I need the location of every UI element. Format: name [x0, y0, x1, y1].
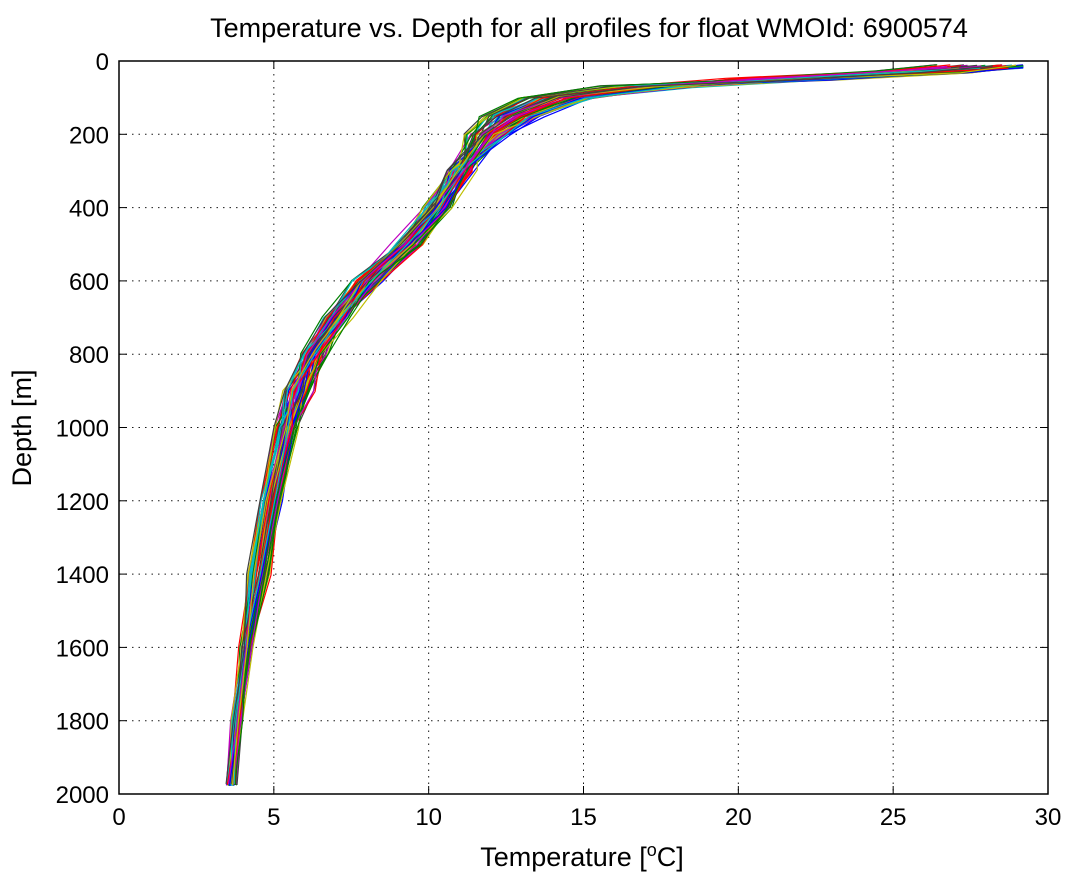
profile-line	[231, 64, 978, 784]
profile-line	[234, 64, 1002, 786]
y-tick-label: 1000	[56, 416, 109, 443]
profile-line	[229, 67, 1020, 785]
profile-line	[225, 64, 1024, 785]
profile-line	[228, 65, 1017, 786]
profile-line	[231, 65, 969, 786]
profile-line	[228, 66, 1024, 785]
profile-line	[227, 67, 986, 786]
profile-line	[230, 67, 960, 785]
x-tick-label: 15	[570, 804, 597, 831]
profiles-layer	[225, 64, 1024, 786]
profile-line	[233, 65, 982, 785]
y-tick-label: 2000	[56, 782, 109, 809]
profile-line	[226, 67, 969, 785]
profile-line	[230, 64, 1000, 786]
profile-line	[233, 67, 1009, 784]
chart-title: Temperature vs. Depth for all profiles f…	[210, 13, 968, 43]
profile-line	[225, 66, 972, 786]
profile-line	[230, 66, 998, 785]
profile-line	[229, 66, 1014, 786]
profile-line	[233, 66, 979, 786]
profile-line	[235, 66, 957, 786]
profile-line	[231, 67, 956, 786]
profile-line	[228, 65, 975, 785]
y-tick-label: 1400	[56, 562, 109, 589]
profile-line	[234, 66, 1014, 785]
profile-line	[227, 65, 1024, 786]
x-tick-label: 0	[112, 804, 125, 831]
profile-line	[233, 67, 981, 785]
profile-line	[229, 65, 982, 785]
profile-line	[231, 67, 981, 785]
profile-line	[231, 64, 1017, 785]
profile-line	[232, 64, 1024, 786]
profile-line	[228, 64, 986, 786]
profile-line	[226, 64, 1003, 785]
y-tick-label: 0	[96, 49, 109, 76]
profile-line	[233, 64, 1024, 785]
profile-line	[227, 66, 949, 785]
x-axis-label: Temperature [oC]	[480, 840, 684, 872]
profile-line	[225, 65, 993, 784]
profile-line	[233, 65, 948, 785]
profile-line	[231, 65, 1007, 786]
profile-line	[229, 67, 992, 785]
profile-line	[229, 65, 966, 786]
profile-line	[232, 65, 989, 786]
plot-frame	[118, 60, 1049, 795]
y-tick-label: 400	[69, 196, 109, 223]
profile-line	[229, 64, 968, 786]
profile-line	[230, 65, 1024, 785]
profile-line	[234, 65, 991, 785]
profile-line	[231, 67, 989, 785]
profile-line	[226, 66, 1022, 785]
profile-line	[235, 67, 983, 784]
x-tick-label: 10	[415, 804, 442, 831]
profile-line	[228, 67, 1024, 786]
profile-line	[227, 66, 1024, 786]
profile-line	[234, 65, 938, 785]
x-tick-label: 5	[267, 804, 280, 831]
profile-line	[230, 65, 1024, 786]
profile-line	[230, 66, 1024, 786]
y-tick-label: 1200	[56, 489, 109, 516]
profile-line	[229, 67, 1024, 786]
x-axis-ticks: 0 5 10 15 20 25 30	[112, 61, 1061, 831]
y-tick-label: 200	[69, 122, 109, 149]
y-tick-label: 800	[69, 342, 109, 369]
y-tick-label: 1800	[56, 709, 109, 736]
profile-line	[226, 64, 951, 785]
profile-line	[234, 65, 1024, 785]
profile-line	[231, 67, 1007, 784]
profile-line	[229, 65, 965, 785]
grid-lines	[119, 61, 1048, 794]
profile-line	[230, 65, 987, 786]
profile-line	[232, 67, 1024, 786]
profile-line	[232, 64, 1013, 785]
y-axis-label: Depth [m]	[7, 369, 37, 486]
profile-line	[231, 65, 962, 785]
y-tick-label: 1600	[56, 635, 109, 662]
profile-line	[235, 65, 1002, 785]
x-tick-label: 30	[1035, 804, 1062, 831]
profile-line	[236, 64, 964, 786]
profile-line	[228, 64, 936, 785]
profile-line	[234, 66, 952, 785]
profile-line	[229, 64, 1024, 785]
profile-line	[226, 65, 1024, 785]
x-tick-label: 20	[725, 804, 752, 831]
profile-line	[230, 64, 1016, 786]
profile-line	[231, 64, 938, 786]
y-axis-ticks: 0 200 400 600 800 1000 1200 1400 1600 1800 2000	[56, 49, 1048, 809]
profile-line	[233, 65, 1024, 785]
profile-line	[230, 65, 1024, 784]
profile-line	[230, 66, 1024, 785]
profile-line	[226, 67, 1006, 786]
y-tick-label: 600	[69, 269, 109, 296]
x-tick-label: 25	[880, 804, 907, 831]
profile-line	[227, 67, 951, 784]
